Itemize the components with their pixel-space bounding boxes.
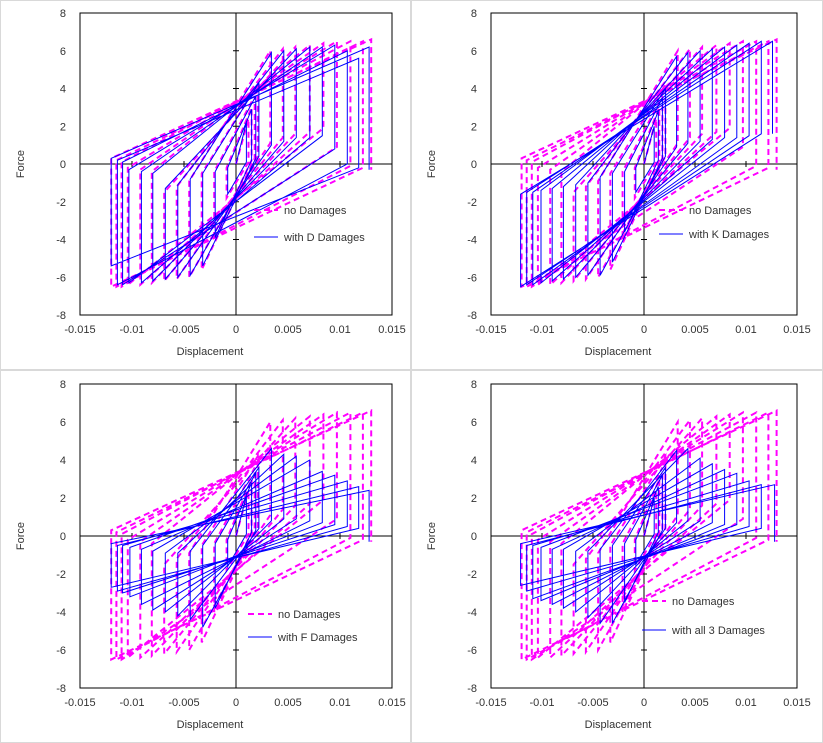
x-tick-label: 0.015 xyxy=(378,697,406,709)
y-tick-label: -2 xyxy=(467,569,477,581)
series-line-with-damages xyxy=(520,40,773,288)
x-axis-label: Displacement xyxy=(177,346,244,358)
x-tick-label: 0.005 xyxy=(681,324,709,336)
x-tick-label: -0.01 xyxy=(119,324,144,336)
y-tick-label: -2 xyxy=(56,569,66,581)
y-tick-label: -8 xyxy=(56,683,66,695)
y-tick-label: 8 xyxy=(471,379,477,391)
x-tick-label: 0.01 xyxy=(735,324,756,336)
x-axis-label: Displacement xyxy=(177,719,244,731)
legend-label: with all 3 Damages xyxy=(671,625,765,637)
x-tick-label: -0.01 xyxy=(529,697,554,709)
legend-label: no Damages xyxy=(278,609,341,621)
y-tick-label: -6 xyxy=(56,645,66,657)
y-tick-label: -6 xyxy=(467,645,477,657)
chart-2: -0.015 -0.01 -0.005 0 0.005 0.01 0.015 8 6 4 2 0 -2 -… xyxy=(426,8,811,358)
x-tick-label: 0.01 xyxy=(329,697,350,709)
y-tick-label: -2 xyxy=(56,197,66,209)
y-tick-label: -6 xyxy=(467,272,477,284)
series-line-no-damages xyxy=(110,409,373,662)
chart-3: -0.015 -0.01 -0.005 0 0.005 0.01 0.015 8 6 4 2 0 -2 -… xyxy=(15,379,406,731)
y-tick-label: -4 xyxy=(56,235,66,247)
x-tick-label: 0 xyxy=(641,324,647,336)
legend-label: with K Damages xyxy=(688,229,770,241)
y-axis-label: Force xyxy=(426,150,438,178)
x-axis-label: Displacement xyxy=(585,346,652,358)
legend-label: no Damages xyxy=(284,205,347,217)
x-tick-label: 0 xyxy=(641,697,647,709)
y-tick-label: 4 xyxy=(471,455,477,467)
y-tick-label: 0 xyxy=(60,531,66,543)
y-tick-label: -6 xyxy=(56,272,66,284)
y-tick-label: 4 xyxy=(60,455,66,467)
x-tick-label: 0.015 xyxy=(783,324,811,336)
y-tick-label: -2 xyxy=(467,197,477,209)
x-tick-label: 0.015 xyxy=(378,324,406,336)
series-line-with-damages xyxy=(110,44,370,286)
y-tick-label: 2 xyxy=(60,121,66,133)
x-tick-label: 0.005 xyxy=(274,324,302,336)
legend-label: no Damages xyxy=(689,205,752,217)
series-line-with-damages xyxy=(110,447,370,628)
x-tick-label: 0 xyxy=(233,324,239,336)
y-tick-label: 2 xyxy=(60,493,66,505)
x-tick-label: -0.015 xyxy=(64,324,95,336)
y-axis-label: Force xyxy=(15,150,27,178)
y-tick-label: 8 xyxy=(60,379,66,391)
series-line-with-damages xyxy=(520,447,776,626)
x-tick-label: -0.015 xyxy=(64,697,95,709)
x-tick-label: 0.005 xyxy=(274,697,302,709)
y-axis-label: Force xyxy=(426,522,438,550)
series-line-no-damages xyxy=(110,37,373,289)
y-tick-label: -8 xyxy=(56,310,66,322)
y-tick-label: 6 xyxy=(471,46,477,58)
y-tick-label: -4 xyxy=(56,607,66,619)
x-tick-label: -0.005 xyxy=(168,697,199,709)
y-tick-label: 2 xyxy=(471,121,477,133)
legend-label: with D Damages xyxy=(283,232,365,244)
x-tick-label: -0.015 xyxy=(475,697,506,709)
series-line-no-damages xyxy=(520,37,778,289)
y-tick-label: -8 xyxy=(467,310,477,322)
y-tick-label: 4 xyxy=(60,84,66,96)
y-tick-label: 6 xyxy=(60,417,66,429)
y-tick-label: 6 xyxy=(60,46,66,58)
legend-label: no Damages xyxy=(672,596,735,608)
chart-4: -0.015 -0.01 -0.005 0 0.005 0.01 0.015 8 6 4 2 0 -2 -… xyxy=(426,379,811,731)
y-tick-label: 0 xyxy=(60,159,66,171)
x-tick-label: -0.01 xyxy=(529,324,554,336)
y-tick-label: 2 xyxy=(471,493,477,505)
y-tick-label: 6 xyxy=(471,417,477,429)
y-tick-label: -4 xyxy=(467,235,477,247)
x-tick-label: -0.005 xyxy=(577,697,608,709)
y-tick-label: -8 xyxy=(467,683,477,695)
x-tick-label: 0.01 xyxy=(735,697,756,709)
chart-1: -0.015 -0.01 -0.005 0 0.005 0.01 0.015 8 6 4 2 0 -2 -… xyxy=(15,8,406,358)
x-tick-label: 0.01 xyxy=(329,324,350,336)
x-tick-label: 0 xyxy=(233,697,239,709)
legend-label: with F Damages xyxy=(277,632,358,644)
x-tick-label: 0.015 xyxy=(783,697,811,709)
x-axis-label: Displacement xyxy=(585,719,652,731)
y-tick-label: 8 xyxy=(60,8,66,20)
x-tick-label: -0.005 xyxy=(577,324,608,336)
y-tick-label: 0 xyxy=(471,159,477,171)
y-tick-label: 8 xyxy=(471,8,477,20)
x-tick-label: 0.005 xyxy=(681,697,709,709)
x-tick-label: -0.015 xyxy=(475,324,506,336)
y-tick-label: -4 xyxy=(467,607,477,619)
y-axis-label: Force xyxy=(15,522,27,550)
y-tick-label: 4 xyxy=(471,84,477,96)
x-tick-label: -0.005 xyxy=(168,324,199,336)
x-tick-label: -0.01 xyxy=(119,697,144,709)
y-tick-label: 0 xyxy=(471,531,477,543)
